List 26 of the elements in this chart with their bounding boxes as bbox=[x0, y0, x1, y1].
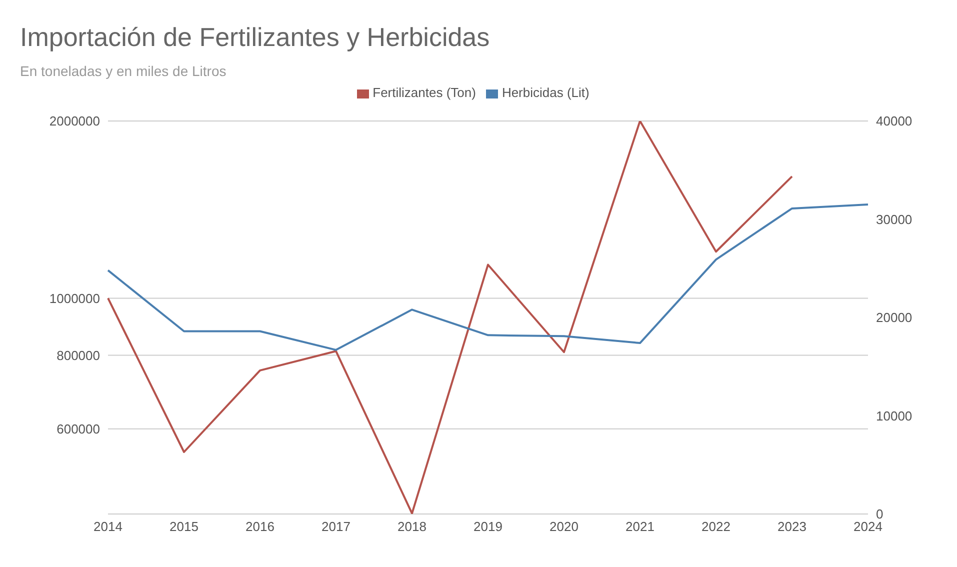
y2-tick-label: 0 bbox=[876, 506, 884, 522]
x-tick-label: 2022 bbox=[702, 519, 730, 534]
y-tick-label: 1000000 bbox=[49, 290, 100, 306]
x-tick-label: 2015 bbox=[170, 519, 198, 534]
chart-title: Importación de Fertilizantes y Herbicidas bbox=[19, 21, 491, 53]
x-tick-label: 2020 bbox=[550, 519, 578, 534]
y2-tick-label: 10000 bbox=[876, 408, 912, 424]
x-tick-label: 2019 bbox=[474, 519, 502, 534]
x-tick-label: 2016 bbox=[246, 519, 274, 534]
chart-subtitle: En toneladas y en miles de Litros bbox=[19, 62, 228, 79]
line-series bbox=[107, 121, 793, 514]
legend-label: Fertilizantes (Ton) bbox=[372, 85, 476, 100]
x-tick-label: 2024 bbox=[854, 519, 882, 534]
y-tick-label: 2000000 bbox=[49, 114, 100, 129]
y2-tick-label: 30000 bbox=[876, 212, 912, 227]
y-tick-label: 800000 bbox=[56, 348, 100, 363]
legend-label: Herbicidas (Lit) bbox=[502, 85, 590, 100]
x-tick-label: 2023 bbox=[778, 519, 806, 534]
y-tick-label: 600000 bbox=[56, 421, 100, 436]
x-tick-label: 2021 bbox=[626, 519, 654, 534]
x-tick-label: 2014 bbox=[94, 519, 122, 534]
x-tick-label: 2018 bbox=[398, 519, 426, 534]
line-series bbox=[107, 204, 869, 351]
x-tick-label: 2017 bbox=[322, 519, 350, 534]
y2-tick-label: 20000 bbox=[876, 310, 912, 326]
y2-tick-label: 40000 bbox=[876, 114, 912, 129]
